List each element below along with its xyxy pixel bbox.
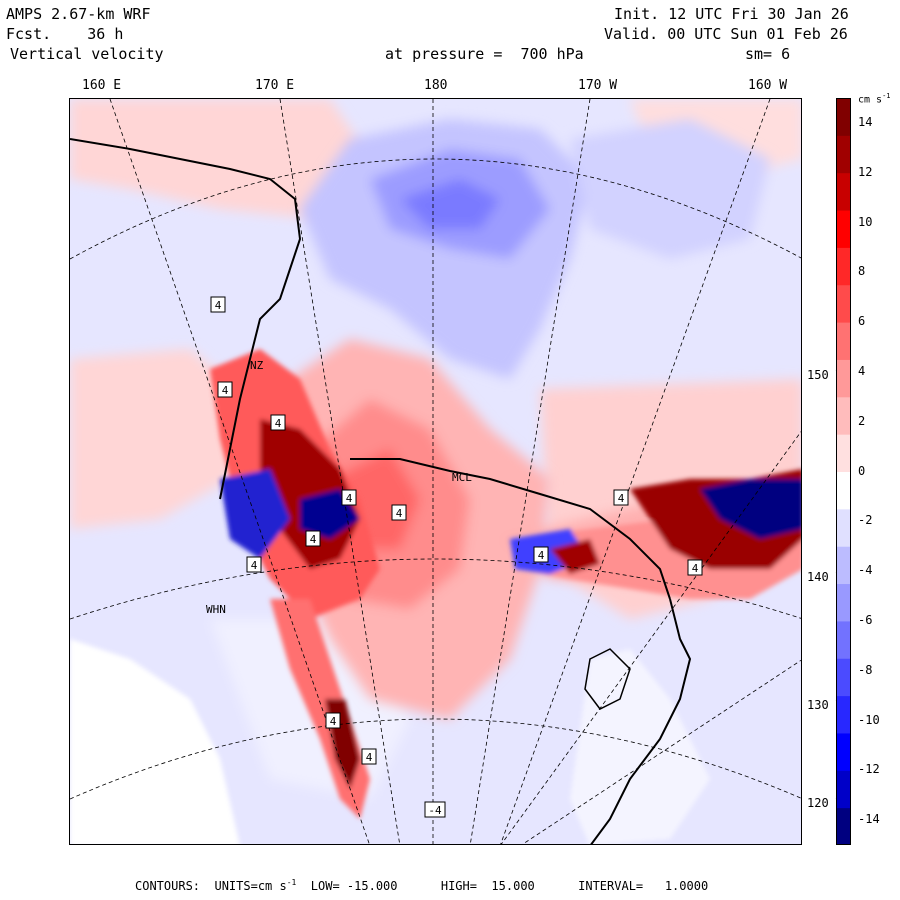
colorbar-swatch: [836, 583, 851, 622]
lat-label-120w: 120 W: [806, 796, 845, 810]
colorbar-swatch: [836, 98, 851, 136]
pressure-level: at pressure = 700 hPa: [385, 45, 584, 63]
contour-mark: 4: [270, 414, 286, 431]
coastline-west: [70, 138, 302, 500]
svg-text:4: 4: [692, 562, 699, 575]
contour-info-footer: CONTOURS: UNITS=cm s-1 LOW= -15.000 HIGH…: [135, 878, 709, 893]
lon-label-160e: 160 E: [82, 78, 122, 93]
mountain-band-east: [510, 469, 801, 599]
colorbar-swatch: [836, 807, 851, 845]
colorbar-swatch: [836, 620, 851, 659]
map-canvas: 4 4 4 4 4 4 4 4 4 4 4 4 -4 NZ MCL WHN: [70, 99, 801, 844]
contour-mark: 4: [246, 556, 262, 573]
colorbar-swatch: [836, 732, 851, 771]
colorbar-tick-label: -4: [858, 563, 873, 578]
colorbar-tick-label: -6: [858, 612, 873, 627]
colorbar-swatch: [836, 135, 851, 174]
colorbar-swatch: [836, 322, 851, 360]
colorbar-tick-label: 14: [858, 114, 873, 129]
svg-text:4: 4: [251, 559, 258, 572]
colorbar-tick-label: 4: [858, 363, 866, 378]
colorbar-tick-label: -14: [858, 812, 880, 827]
colorbar-tick-label: -10: [858, 712, 880, 727]
svg-text:4: 4: [538, 549, 545, 562]
colorbar-swatch: [836, 770, 851, 809]
svg-text:4: 4: [346, 492, 353, 505]
colorbar-tick-label: 8: [858, 264, 866, 279]
model-title: AMPS 2.67-km WRF: [6, 5, 151, 23]
lon-label-170e: 170 E: [255, 78, 295, 93]
colorbar-swatch: [836, 546, 851, 585]
colorbar-frame: [836, 98, 851, 845]
colorbar-swatch: [836, 172, 851, 211]
svg-text:-4: -4: [428, 804, 442, 817]
lon-label-160w: 160 W: [748, 78, 788, 93]
colorbar-swatch: [836, 284, 851, 323]
colorbar-tick-label: 12: [858, 164, 873, 179]
colorbar-swatch: [836, 434, 851, 472]
contour-mark: 4: [687, 559, 703, 576]
svg-text:4: 4: [222, 384, 229, 397]
contour-mark: 4: [210, 296, 226, 313]
colorbar-tick-label: -2: [858, 513, 873, 528]
colorbar: [836, 98, 851, 845]
colorbar-swatch: [836, 210, 851, 248]
coastline-east: [590, 598, 692, 844]
init-time: Init. 12 UTC Fri 30 Jan 26: [614, 5, 849, 23]
colorbar-swatch: [836, 508, 851, 547]
lon-label-180: 180: [424, 78, 448, 93]
vertical-velocity-map: 4 4 4 4 4 4 4 4 4 4 4 4 -4 NZ MCL WHN: [69, 98, 802, 845]
colorbar-tick-label: 10: [858, 214, 873, 229]
colorbar-swatch: [836, 471, 851, 510]
contour-mark: -4: [424, 801, 446, 818]
colorbar-tick-label: -8: [858, 662, 873, 677]
field-name: Vertical velocity: [10, 45, 164, 63]
contour-mark: 4: [361, 748, 377, 765]
contour-mark: 4: [613, 489, 629, 506]
svg-text:4: 4: [618, 492, 625, 505]
ice-regions: [70, 639, 710, 844]
contour-mark: 4: [533, 546, 549, 563]
station-labels: NZ MCL WHN: [206, 359, 472, 616]
svg-text:4: 4: [366, 751, 373, 764]
colorbar-tick-label: 2: [858, 413, 866, 428]
contour-labels: 4 4 4 4 4 4 4 4 4 4 4 4 -4: [210, 296, 703, 818]
contour-mark: 4: [391, 504, 407, 521]
contour-mark: 4: [341, 489, 357, 506]
valid-time: Valid. 00 UTC Sun 01 Feb 26: [604, 25, 848, 43]
station-whn: WHN: [206, 603, 226, 616]
colorbar-tick-label: 0: [858, 463, 866, 478]
smoothing-label: sm= 6: [745, 45, 791, 63]
svg-text:4: 4: [330, 715, 337, 728]
contour-mark: 4: [217, 381, 233, 398]
colorbar-swatch: [836, 658, 851, 697]
colorbar-swatch: [836, 359, 851, 398]
svg-text:4: 4: [310, 533, 317, 546]
colorbar-unit: cm s-1: [858, 92, 891, 106]
colorbar-tick-label: -12: [858, 762, 880, 777]
contour-mark: 4: [325, 712, 341, 729]
forecast-hour: Fcst. 36 h: [6, 25, 124, 43]
station-mcl: MCL: [452, 471, 472, 484]
lat-label-140w: 140 W: [806, 570, 845, 584]
svg-text:4: 4: [396, 507, 403, 520]
contour-mark: 4: [305, 530, 321, 547]
colorbar-tick-label: 6: [858, 314, 866, 329]
ice-shelf-edge: [350, 458, 671, 600]
lon-label-170w: 170 W: [578, 78, 618, 93]
svg-text:4: 4: [275, 417, 282, 430]
island-outline: [584, 648, 631, 710]
lat-label-150w: 150 W: [806, 368, 845, 382]
colorbar-swatch: [836, 247, 851, 286]
lat-label-130w: 130 W: [806, 698, 845, 712]
colorbar-swatch: [836, 695, 851, 734]
svg-text:4: 4: [215, 299, 222, 312]
descent-region: [300, 119, 770, 379]
colorbar-swatch: [836, 396, 851, 435]
station-nz: NZ: [250, 359, 264, 372]
